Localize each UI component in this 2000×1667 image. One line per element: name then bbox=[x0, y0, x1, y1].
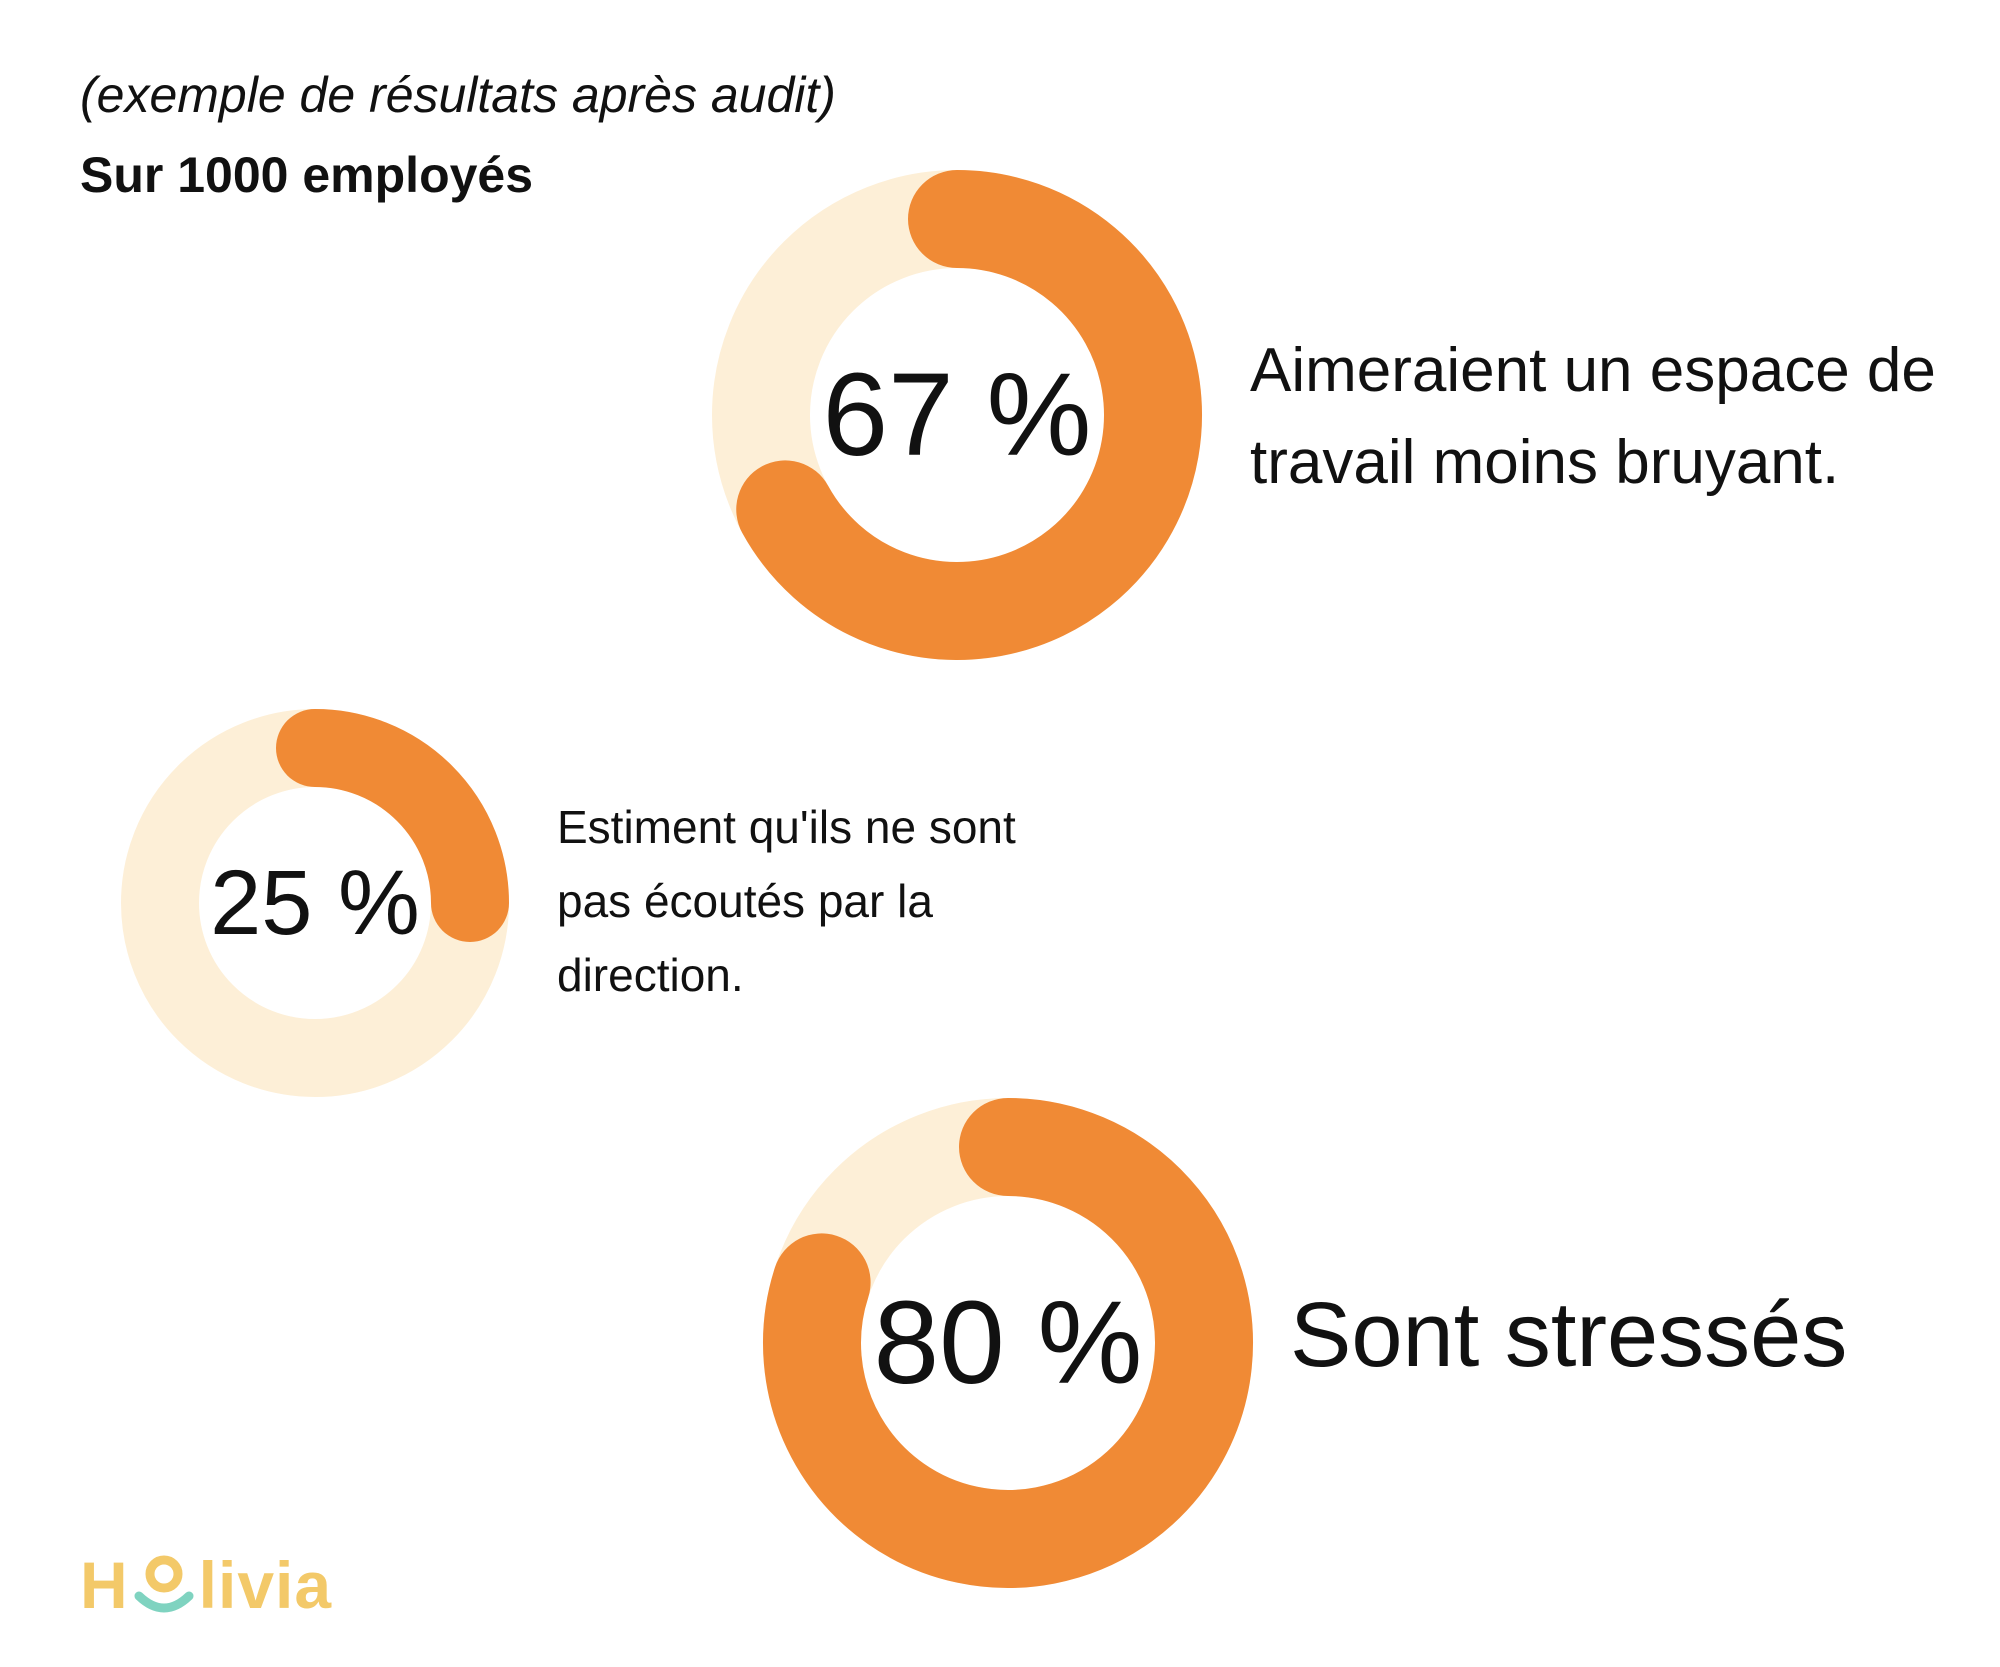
donut-1-description: Aimeraient un espace de travail moins br… bbox=[1250, 325, 1936, 509]
donut-1-description-line: Aimeraient un espace de bbox=[1250, 336, 1936, 405]
donut-2-arc bbox=[276, 709, 509, 942]
donut-3-description-line: Sont stressés bbox=[1290, 1284, 1848, 1386]
donut-2-description-line: direction. bbox=[557, 949, 744, 1001]
donut-2-description-line: Estiment qu'ils ne sont bbox=[557, 801, 1016, 853]
smile-icon bbox=[134, 1555, 194, 1613]
donut-3-percent-label: 80 % bbox=[874, 1277, 1143, 1409]
chart-subtitle: (exemple de résultats après audit) bbox=[80, 67, 836, 123]
donut-2: 25 % bbox=[121, 709, 509, 1097]
donut-1: 67 % bbox=[712, 170, 1202, 660]
donut-2-description-line: pas écoutés par la bbox=[557, 875, 933, 927]
donut-3-arc bbox=[763, 1098, 1253, 1588]
donut-1-arc bbox=[736, 170, 1202, 660]
logo-text-start: H bbox=[80, 1548, 129, 1622]
donut-3-description: Sont stressés bbox=[1290, 1280, 1847, 1390]
donut-1-percent-label: 67 % bbox=[823, 349, 1092, 481]
logo-text-end: livia bbox=[198, 1548, 333, 1622]
holivia-logo: H livia bbox=[80, 1545, 332, 1625]
donut-1-description-line: travail moins bruyant. bbox=[1250, 428, 1840, 497]
donut-2-description: Estiment qu'ils ne sont pas écoutés par … bbox=[557, 790, 1016, 1012]
donut-2-percent-label: 25 % bbox=[210, 852, 420, 954]
donut-3: 80 % bbox=[763, 1098, 1253, 1588]
chart-title: Sur 1000 employés bbox=[80, 147, 534, 203]
